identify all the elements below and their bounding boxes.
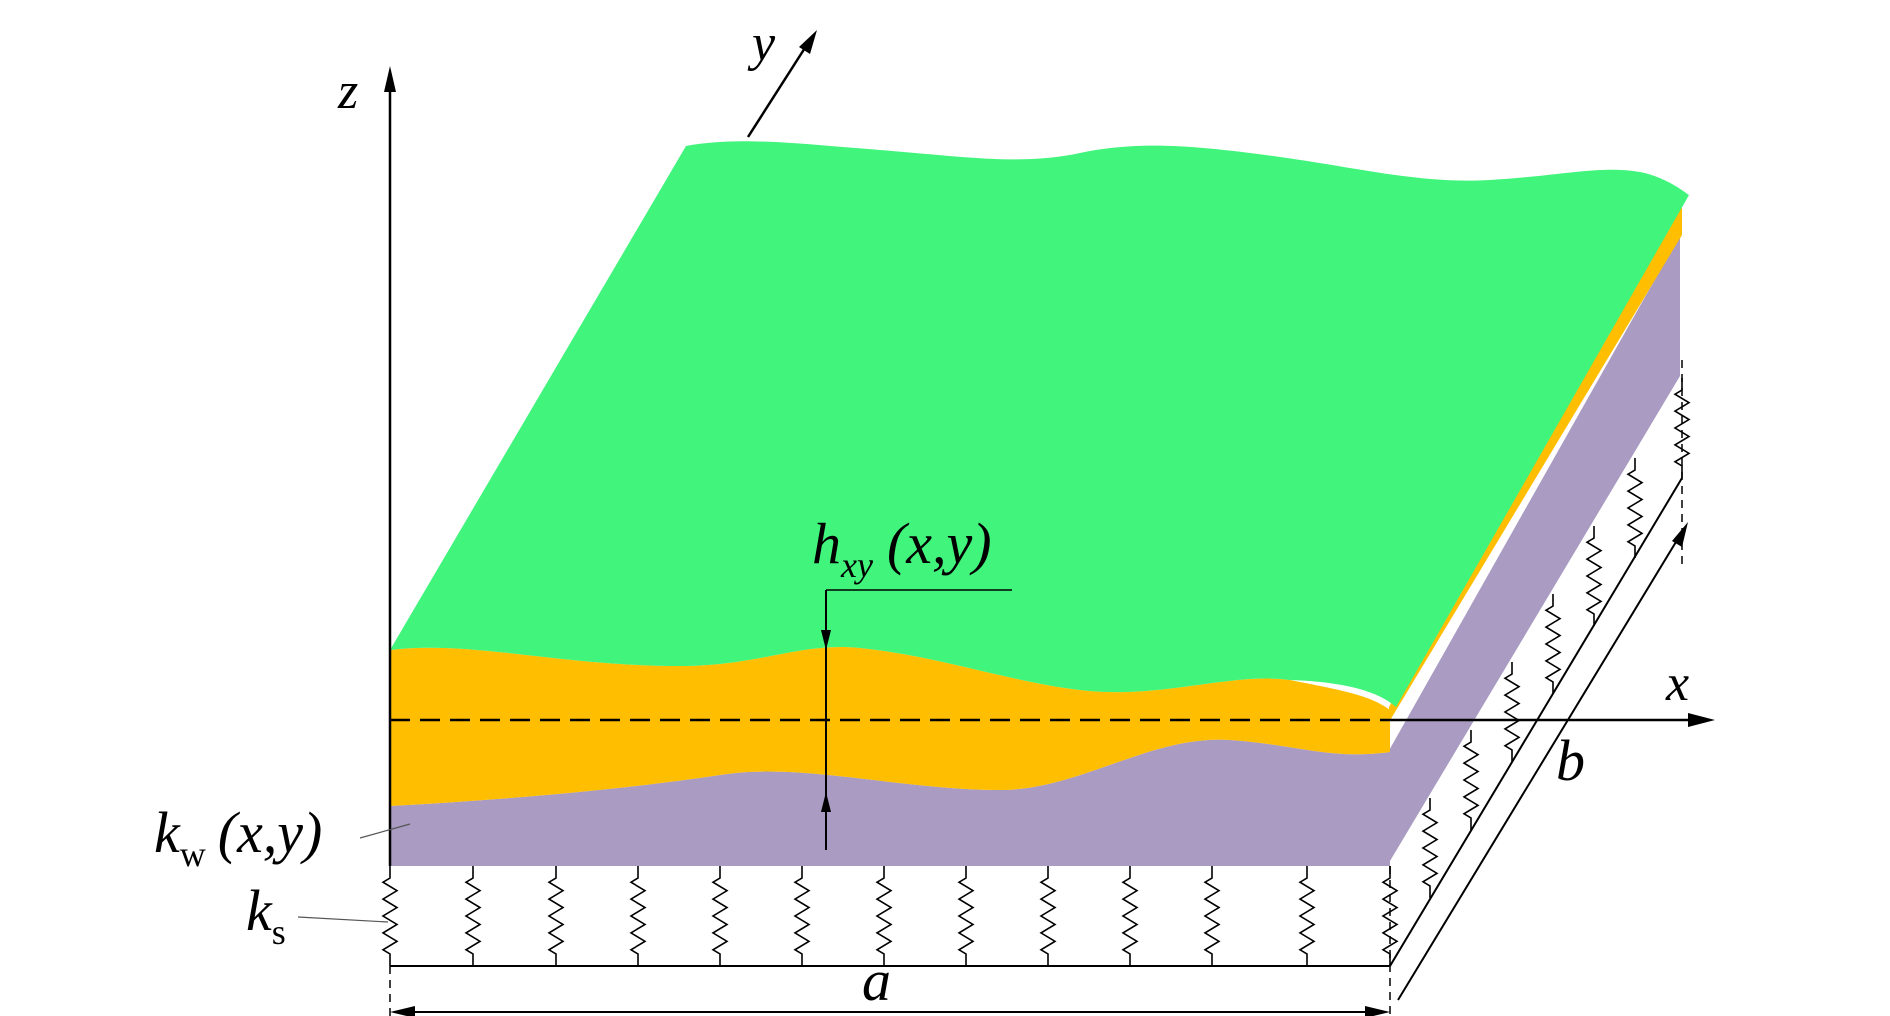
side-spring-6 <box>1626 458 1644 558</box>
front-spring-5 <box>711 866 729 966</box>
front-spring-3 <box>547 866 565 966</box>
dimension-a-arrow-left <box>390 1006 415 1016</box>
top-layer-surface <box>390 141 1689 707</box>
spring-group <box>381 378 1691 966</box>
shear-leader <box>297 916 389 923</box>
z-axis-label: z <box>337 63 358 120</box>
x-axis-arrow <box>1688 713 1715 727</box>
front-spring-2 <box>464 866 482 966</box>
dimension-a-label: a <box>862 948 891 1013</box>
shear-label-sub: s <box>272 912 286 952</box>
front-spring-1 <box>381 866 399 966</box>
y-axis-arrow <box>799 30 817 54</box>
thickness-label-args: (x,y) <box>887 511 992 576</box>
shear-label: ks <box>246 878 286 952</box>
side-spring-5 <box>1585 526 1603 626</box>
dimension-b-label: b <box>1556 728 1585 793</box>
side-spring-1 <box>1421 798 1439 898</box>
front-spring-8 <box>957 866 975 966</box>
y-axis-label: y <box>747 15 776 72</box>
dimension-a-arrow-right <box>1365 1006 1390 1016</box>
winkler-label-args: (x,y) <box>218 800 323 865</box>
thickness-label: hxy (x,y) <box>812 511 992 585</box>
front-spring-7 <box>875 866 893 966</box>
side-spring-4 <box>1544 594 1562 694</box>
bottom-layer-side <box>1387 235 1680 866</box>
shear-label-main: k <box>246 878 273 943</box>
winkler-leader <box>359 823 411 839</box>
side-spring-2 <box>1462 730 1480 830</box>
front-spring-6 <box>793 866 811 966</box>
winkler-label-sub: w <box>180 834 206 874</box>
front-spring-12 <box>1298 866 1316 966</box>
foundation-baseline-side <box>1389 477 1683 967</box>
front-spring-13 <box>1381 866 1399 966</box>
front-spring-10 <box>1121 866 1139 966</box>
side-spring-3 <box>1503 662 1521 762</box>
y-axis <box>746 39 812 138</box>
z-axis-arrow <box>384 66 396 92</box>
x-axis-label: x <box>1665 655 1689 712</box>
middle-layer-front <box>390 647 1390 806</box>
bottom-layer-front <box>390 739 1390 866</box>
front-spring-11 <box>1203 866 1221 966</box>
thickness-label-main: h <box>812 511 841 576</box>
front-spring-9 <box>1039 866 1057 966</box>
thickness-arrow-bottom <box>821 792 831 812</box>
dimension-b-line <box>1397 531 1683 1001</box>
thickness-arrow-top <box>821 630 831 650</box>
thickness-label-sub: xy <box>840 545 873 585</box>
side-spring-7 <box>1673 378 1691 478</box>
winkler-label: kw (x,y) <box>154 800 322 874</box>
winkler-label-main: k <box>154 800 181 865</box>
dimension-b-arrow-top <box>1672 522 1688 547</box>
front-spring-4 <box>629 866 647 966</box>
